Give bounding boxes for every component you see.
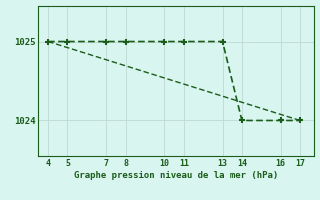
- X-axis label: Graphe pression niveau de la mer (hPa): Graphe pression niveau de la mer (hPa): [74, 171, 278, 180]
